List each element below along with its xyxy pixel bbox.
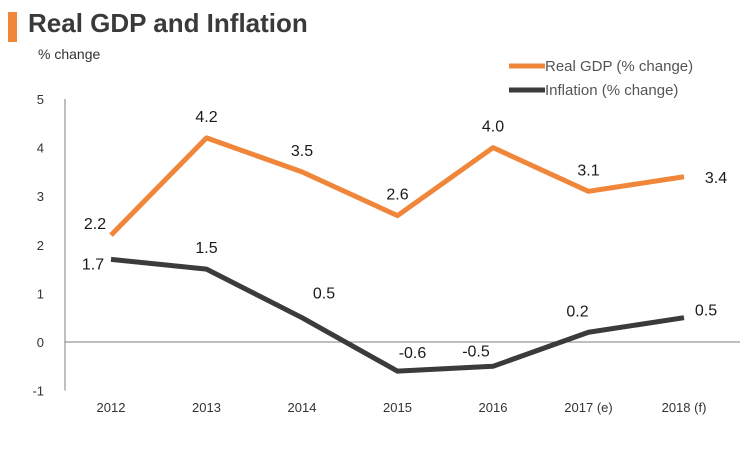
y-tick-label: 2 — [37, 238, 44, 253]
chart-legend: Real GDP (% change) Inflation (% change) — [509, 58, 693, 99]
data-labels: 2.2 4.2 3.5 2.6 4.0 3.1 3.4 1.7 1.5 0.5 -0.6 -0.5 0.… — [82, 109, 727, 362]
inflation-data-label: 1.7 — [82, 256, 104, 273]
inflation-data-label: -0.6 — [399, 345, 427, 362]
x-tick-label: 2017 (e) — [564, 400, 612, 415]
x-tick-label: 2014 — [288, 400, 317, 415]
gdp-series-line — [109, 135, 685, 237]
x-tick-label: 2018 (f) — [662, 400, 707, 415]
gdp-data-label: 4.0 — [482, 119, 504, 136]
series-lines — [109, 135, 685, 374]
title-accent-bar — [8, 12, 17, 42]
chart-axes: -1 0 1 2 3 4 5 2012 2013 2014 2015 2016 2017 (e) 2018… — [32, 92, 740, 415]
gdp-data-label: 4.2 — [195, 109, 217, 126]
x-tick-label: 2015 — [383, 400, 412, 415]
inflation-data-label: 0.5 — [313, 286, 335, 303]
gdp-data-label: 3.5 — [291, 143, 313, 160]
legend-label-gdp: Real GDP (% change) — [545, 58, 693, 75]
y-tick-label: 1 — [37, 286, 44, 301]
legend-label-inflation: Inflation (% change) — [545, 82, 678, 99]
gdp-data-label: 3.4 — [705, 170, 727, 187]
inflation-data-label: 1.5 — [195, 240, 217, 257]
inflation-data-label: 0.5 — [695, 303, 717, 320]
chart-subtitle: % change — [38, 46, 101, 62]
chart-title: Real GDP and Inflation — [28, 8, 308, 38]
gdp-data-label: 2.2 — [84, 216, 106, 233]
y-tick-label: 0 — [37, 335, 44, 350]
x-tick-label: 2012 — [97, 400, 126, 415]
x-tick-label: 2016 — [479, 400, 508, 415]
inflation-data-label: 0.2 — [566, 303, 588, 320]
gdp-data-label: 3.1 — [577, 162, 599, 179]
x-tick-label: 2013 — [192, 400, 221, 415]
y-tick-label: -1 — [32, 384, 44, 399]
gdp-data-label: 2.6 — [386, 187, 408, 204]
y-tick-label: 5 — [37, 92, 44, 107]
y-tick-label: 3 — [37, 189, 44, 204]
inflation-data-label: -0.5 — [462, 343, 490, 360]
y-tick-label: 4 — [37, 141, 44, 156]
inflation-series-line — [110, 256, 685, 374]
